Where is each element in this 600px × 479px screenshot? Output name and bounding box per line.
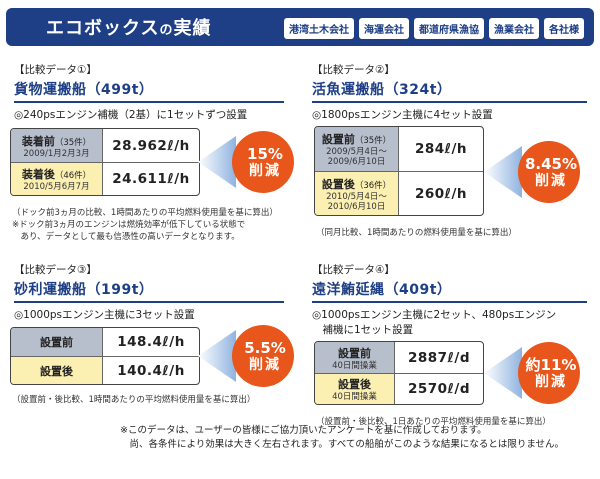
badge-percent: 8.45% bbox=[524, 154, 578, 173]
title-underline bbox=[312, 301, 587, 303]
arrow-circle-icon bbox=[484, 141, 580, 203]
title-underline bbox=[14, 101, 284, 103]
section-label: 【比較データ③】 bbox=[14, 264, 97, 276]
tag-fishing-company: 漁業会社 bbox=[489, 18, 539, 39]
label-before: 設置前（35件） 2009/5月4日～ 2009/6月10日 bbox=[315, 127, 399, 171]
section-title: 活魚運搬船（324t） bbox=[312, 82, 452, 98]
label-before: 設置前 40日間操業 bbox=[315, 342, 395, 373]
reduction-badge-2: 8.45% 削減 bbox=[482, 140, 582, 204]
badge-label: 削減 bbox=[249, 356, 281, 373]
footer-disclaimer: ※このデータは、ユーザーの皆様にご協力頂いたアンケートを基に作成しております。 … bbox=[120, 425, 565, 450]
badge-percent: 約11% bbox=[525, 355, 577, 374]
section-label: 【比較データ②】 bbox=[312, 64, 395, 76]
label-after: 設置後 bbox=[11, 357, 103, 384]
reduction-badge-1: 15% 削減 bbox=[196, 130, 296, 194]
customer-tags: 港湾土木会社 海運会社 都道府県漁協 漁業会社 各社様 bbox=[284, 18, 584, 39]
row-before: 設置前（35件） 2009/5月4日～ 2009/6月10日 284ℓ/h bbox=[315, 127, 483, 171]
reduction-badge-4: 約11% 削減 bbox=[482, 341, 582, 405]
label-after: 装着後（46件） 2010/5月6月7月 bbox=[11, 163, 103, 195]
section-notes-1: （ドック前3ヵ月の比較、1時間あたりの平均燃料使用量を基に算出） ※ドック前3ヵ… bbox=[12, 208, 278, 242]
section-title: 砂利運搬船（199t） bbox=[14, 282, 154, 298]
label-after: 設置後 40日間操業 bbox=[315, 374, 395, 404]
section-title: 貨物運搬船（499t） bbox=[14, 82, 154, 98]
tag-port-civil: 港湾土木会社 bbox=[284, 18, 354, 39]
row-after: 設置後 40日間操業 2570ℓ/d bbox=[315, 373, 483, 404]
title-underline bbox=[14, 301, 284, 303]
section-description: ◎1000psエンジン主機に3セット設置 bbox=[14, 309, 195, 321]
arrow-circle-icon bbox=[198, 131, 294, 193]
row-before: 装着前（35件） 2009/1月2月3月 28.962ℓ/h bbox=[11, 129, 199, 162]
title-underline bbox=[312, 101, 587, 103]
section-description: ◎1800psエンジン主機に4セット設置 bbox=[312, 109, 493, 121]
value-before: 148.4ℓ/h bbox=[117, 334, 185, 350]
reduction-badge-3: 5.5% 削減 bbox=[196, 324, 296, 388]
comparison-section-3: 【比較データ③】 砂利運搬船（199t） ◎1000psエンジン主機に3セット設… bbox=[14, 262, 284, 323]
value-before: 28.962ℓ/h bbox=[112, 137, 190, 154]
comparison-section-4: 【比較データ④】 遠洋鮪延縄（409t） ◎1000psエンジン主機に2セット、… bbox=[312, 262, 587, 338]
section-description: ◎1000psエンジン主機に2セット、480psエンジン 補機に1セット設置 bbox=[312, 309, 557, 336]
comparison-section-1: 【比較データ①】 貨物運搬船（499t） ◎240psエンジン補機（2基）に1セ… bbox=[14, 62, 284, 123]
value-after: 260ℓ/h bbox=[414, 185, 468, 202]
label-before: 装着前（35件） 2009/1月2月3月 bbox=[11, 129, 103, 162]
arrow-circle-icon bbox=[198, 325, 294, 387]
value-before: 284ℓ/h bbox=[414, 141, 468, 157]
section-label: 【比較データ④】 bbox=[312, 264, 395, 276]
section-notes-2: （同月比較、1時間あたりの燃料使用量を基に算出） bbox=[316, 228, 517, 238]
label-after: 設置後（36件） 2010/5月4日～ 2010/6月10日 bbox=[315, 172, 399, 215]
row-after: 設置後 140.4ℓ/h bbox=[11, 356, 199, 384]
tag-shipping: 海運会社 bbox=[359, 18, 409, 39]
badge-percent: 5.5% bbox=[244, 338, 286, 357]
row-before: 設置前 40日間操業 2887ℓ/d bbox=[315, 342, 483, 373]
tag-others: 各社様 bbox=[544, 18, 584, 39]
value-after: 2570ℓ/d bbox=[407, 381, 471, 397]
tag-fishery-coop: 都道府県漁協 bbox=[414, 18, 484, 39]
badge-percent: 15% bbox=[247, 144, 283, 163]
row-after: 設置後（36件） 2010/5月4日～ 2010/6月10日 260ℓ/h bbox=[315, 171, 483, 215]
comparison-section-2: 【比較データ②】 活魚運搬船（324t） ◎1800psエンジン主機に4セット設… bbox=[312, 62, 587, 123]
badge-label: 削減 bbox=[535, 172, 567, 189]
arrow-circle-icon bbox=[484, 342, 580, 404]
section-title: 遠洋鮪延縄（409t） bbox=[312, 282, 452, 298]
label-before: 設置前 bbox=[11, 328, 103, 356]
section-label: 【比較データ①】 bbox=[14, 64, 97, 76]
row-before: 設置前 148.4ℓ/h bbox=[11, 328, 199, 356]
comparison-table-4: 設置前 40日間操業 2887ℓ/d 設置後 40日間操業 2570ℓ/d bbox=[314, 341, 484, 405]
comparison-table-2: 設置前（35件） 2009/5月4日～ 2009/6月10日 284ℓ/h 設置… bbox=[314, 126, 484, 216]
header-banner: エコボックスの実績 港湾土木会社 海運会社 都道府県漁協 漁業会社 各社様 bbox=[6, 8, 594, 46]
section-description: ◎240psエンジン補機（2基）に1セットずつ設置 bbox=[14, 109, 248, 121]
value-after: 24.611ℓ/h bbox=[112, 171, 190, 187]
comparison-table-3: 設置前 148.4ℓ/h 設置後 140.4ℓ/h bbox=[10, 327, 200, 385]
value-after: 140.4ℓ/h bbox=[117, 362, 185, 379]
page-title: エコボックスの実績 bbox=[46, 18, 212, 39]
value-before: 2887ℓ/d bbox=[407, 349, 471, 366]
comparison-table-1: 装着前（35件） 2009/1月2月3月 28.962ℓ/h 装着後（46件） … bbox=[10, 128, 200, 196]
section-notes-4: （設置前・後比較、1日あたりの平均燃料使用量を基に算出） bbox=[316, 417, 551, 427]
row-after: 装着後（46件） 2010/5月6月7月 24.611ℓ/h bbox=[11, 162, 199, 195]
section-notes-3: （設置前・後比較、1時間あたりの平均燃料使用量を基に算出） bbox=[12, 395, 256, 405]
badge-label: 削減 bbox=[535, 373, 567, 390]
badge-label: 削減 bbox=[249, 162, 281, 179]
